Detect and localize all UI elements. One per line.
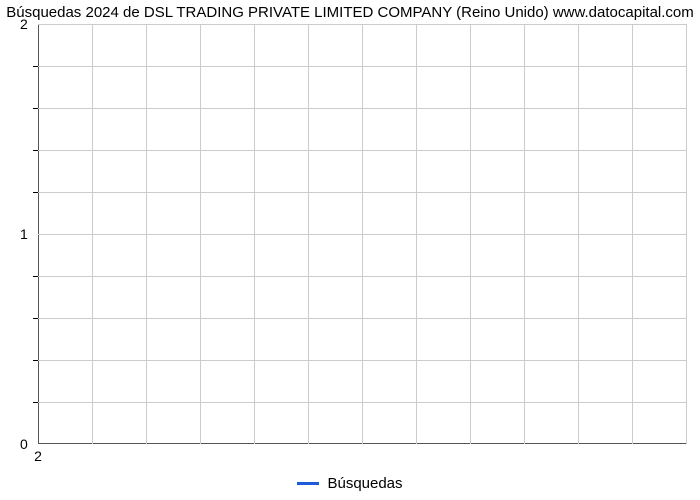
y-axis-minor-tick <box>33 318 38 319</box>
grid-line-horizontal <box>38 360 686 361</box>
legend-swatch <box>297 482 319 485</box>
grid-line-horizontal <box>38 318 686 319</box>
y-axis-minor-tick <box>33 150 38 151</box>
grid-line-horizontal <box>38 276 686 277</box>
chart-title: Búsquedas 2024 de DSL TRADING PRIVATE LI… <box>0 4 700 21</box>
y-axis-minor-tick <box>33 276 38 277</box>
legend-label: Búsquedas <box>327 475 402 492</box>
y-axis-tick-label: 0 <box>20 436 28 452</box>
x-axis-tick-label: 2 <box>34 448 42 464</box>
y-axis-tick-label: 2 <box>20 16 28 32</box>
grid-line-vertical <box>686 24 687 444</box>
grid-line-horizontal <box>38 234 686 235</box>
legend: Búsquedas <box>0 472 700 492</box>
grid-line-horizontal <box>38 66 686 67</box>
grid-line-horizontal <box>38 402 686 403</box>
y-axis-minor-tick <box>33 192 38 193</box>
y-axis-minor-tick <box>33 66 38 67</box>
y-axis-minor-tick <box>33 360 38 361</box>
chart-container: Búsquedas 2024 de DSL TRADING PRIVATE LI… <box>0 0 700 500</box>
y-axis-minor-tick <box>33 108 38 109</box>
y-axis-tick-label: 1 <box>20 226 28 242</box>
grid-line-horizontal <box>38 24 686 25</box>
y-axis-minor-tick <box>33 402 38 403</box>
grid-line-horizontal <box>38 192 686 193</box>
grid-line-horizontal <box>38 150 686 151</box>
legend-item: Búsquedas <box>297 475 402 492</box>
grid-line-horizontal <box>38 108 686 109</box>
plot-area <box>38 24 686 444</box>
